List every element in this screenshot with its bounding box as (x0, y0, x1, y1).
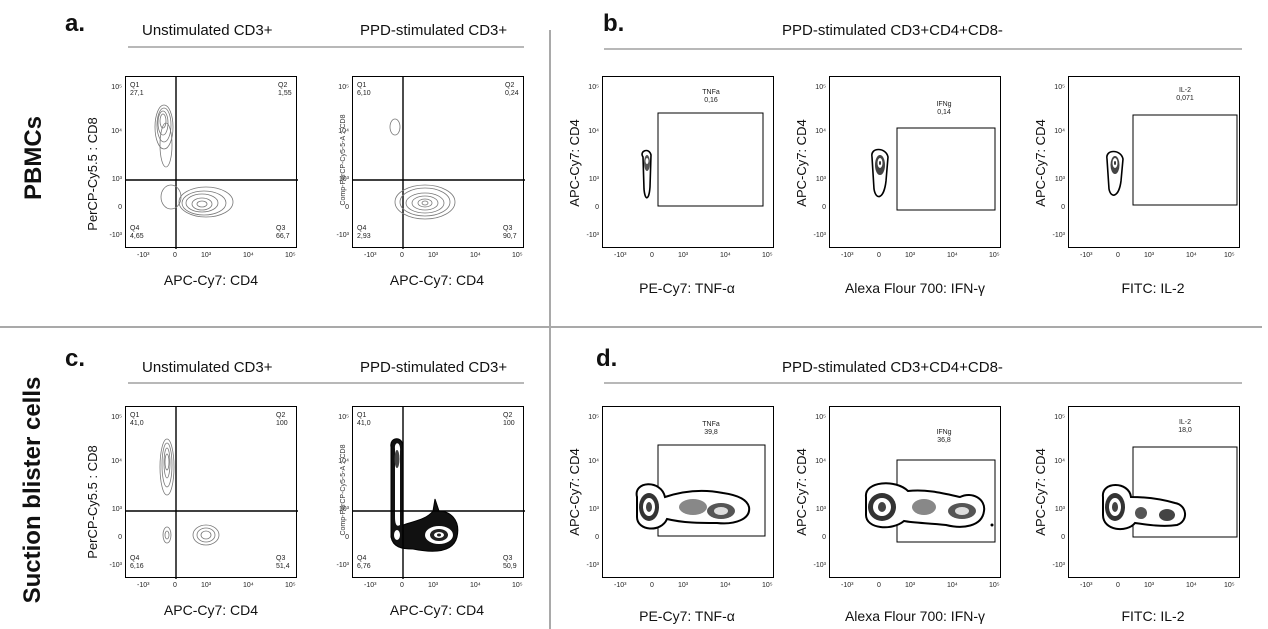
contour-plot-b-il2 (1106, 114, 1238, 206)
plot-a-stimulated: Q1 6,10 Q2 0,24 Q3 90,7 Q4 2,93 (352, 76, 525, 249)
y-ticks-d-ifn: 10⁵ 10⁴ 10³ 0 -10³ (813, 414, 826, 569)
x-axis-label-cd4: APC-Cy7: CD4 (163, 272, 259, 288)
x-axis-label-cd4: APC-Cy7: CD4 (163, 602, 259, 618)
gate-label: TNFa 0,16 (702, 89, 720, 104)
quadrant-q1-label: Q1 27,1 (130, 82, 144, 97)
quadrant-q3-label: Q3 90,7 (503, 225, 517, 240)
quadrant-q2-label: Q2 0,24 (505, 82, 519, 97)
row-label-pbmcs: PBMCs (20, 116, 47, 201)
plot-b-tnf: TNFa 0,16 (602, 76, 774, 248)
contour-plot-d-ifn (865, 459, 996, 543)
plot-b-ifn: IFNg 0,14 (829, 76, 1001, 248)
row-label-suction-blister: Suction blister cells (19, 376, 46, 604)
y-ticks-a-unstim: 10⁵ 10⁴ 10³ 0 -10³ (109, 84, 122, 239)
quadrant-q4-label: Q4 2,93 (357, 225, 371, 240)
quadrant-q2-label: Q2 1,55 (278, 82, 292, 97)
y-ticks-b-il2: 10⁵ 10⁴ 10³ 0 -10³ (1052, 84, 1065, 239)
y-axis-label-cd4: APC-Cy7: CD4 (794, 448, 809, 536)
panel-a-title-left: Unstimulated CD3+ (142, 22, 273, 39)
panel-b-title-line (604, 48, 1242, 50)
contour-plot-d-il2 (1101, 446, 1238, 538)
contour-plot-a-stim (353, 77, 525, 249)
contour-plot-d-tnf (635, 444, 766, 537)
quadrant-q4-label: Q4 4,65 (130, 225, 144, 240)
y-axis-label-cd4: APC-Cy7: CD4 (1033, 448, 1048, 536)
y-axis-label-cd8: PerCP-Cy5.5 : CD8 (85, 117, 100, 231)
y-axis-label-cd4: APC-Cy7: CD4 (1033, 119, 1048, 207)
panel-b-title: PPD-stimulated CD3+CD4+CD8- (782, 22, 1003, 39)
quadrant-q4-label: Q4 6,16 (130, 555, 144, 570)
x-ticks-b-tnf: -10³ 0 10³ 10⁴ 10⁵ (614, 252, 773, 259)
quadrant-q1-label: Q1 41,0 (357, 412, 371, 427)
quadrant-q3-label: Q3 50,9 (503, 555, 517, 570)
plot-d-ifn: IFNg 36,8 (829, 406, 1001, 578)
y-axis-label-cd4: APC-Cy7: CD4 (794, 119, 809, 207)
y-ticks-c-unstim: 10⁵ 10⁴ 10³ 0 -10³ (109, 414, 122, 569)
gate-label: IL-2 0,071 (1176, 87, 1194, 102)
x-ticks-b-il2: -10³ 0 10³ 10⁴ 10⁵ (1080, 252, 1235, 259)
panel-d-title-line (604, 382, 1242, 384)
panel-a-title-right: PPD-stimulated CD3+ (360, 22, 508, 39)
plot-a-unstimulated: Q1 27,1 Q2 1,55 Q3 66,7 Q4 4,65 (125, 76, 298, 249)
plot-b-il2: IL-2 0,071 (1068, 76, 1240, 248)
x-ticks-d-il2: -10³ 0 10³ 10⁴ 10⁵ (1080, 582, 1235, 589)
vertical-divider (549, 30, 551, 629)
panel-letter-c: c. (65, 345, 86, 372)
panel-c-title-right: PPD-stimulated CD3+ (360, 359, 508, 376)
x-axis-label-tnf: PE-Cy7: TNF-α (639, 280, 735, 296)
gate-label: TNFa 39,8 (702, 421, 720, 436)
x-ticks-b-ifn: -10³ 0 10³ 10⁴ 10⁵ (841, 252, 1000, 259)
y-axis-label-cd8: PerCP-Cy5.5 : CD8 (85, 445, 100, 559)
panel-c-title-left: Unstimulated CD3+ (142, 359, 273, 376)
x-ticks-d-tnf: -10³ 0 10³ 10⁴ 10⁵ (614, 582, 773, 589)
y-ticks-c-stim: 10⁵ 10⁴ 10³ 0 -10³ (336, 414, 349, 569)
contour-plot-c-stim (353, 407, 525, 579)
plot-d-il2: IL-2 18,0 (1068, 406, 1240, 578)
quadrant-q3-label: Q3 66,7 (276, 225, 290, 240)
quadrant-q2-label: Q2 100 (276, 412, 288, 427)
y-ticks-b-tnf: 10⁵ 10⁴ 10³ 0 -10³ (586, 84, 599, 239)
x-axis-label-cd4: APC-Cy7: CD4 (389, 602, 485, 618)
x-axis-label-tnf: PE-Cy7: TNF-α (639, 608, 735, 624)
quadrant-q1-label: Q1 6,10 (357, 82, 371, 97)
contour-plot-a-unstim (126, 77, 298, 249)
plot-c-stimulated: Q1 41,0 Q2 100 Q3 50,9 Q4 6,76 (352, 406, 525, 579)
y-axis-label-cd4: APC-Cy7: CD4 (567, 448, 582, 536)
panel-d-title: PPD-stimulated CD3+CD4+CD8- (782, 359, 1003, 376)
y-ticks-a-stim: 10⁵ 10⁴ 10³ 0 -10³ (336, 84, 349, 239)
x-ticks-c-stim: -10³ 0 10³ 10⁴ 10⁵ (364, 582, 523, 589)
gate-label: IFNg 36,8 (936, 429, 952, 444)
quadrant-q1-label: Q1 41,0 (130, 412, 144, 427)
quadrant-q4-label: Q4 6,76 (357, 555, 371, 570)
x-axis-label-il2: FITC: IL-2 (1121, 608, 1185, 624)
x-ticks-d-ifn: -10³ 0 10³ 10⁴ 10⁵ (841, 582, 1000, 589)
contour-plot-c-unstim (126, 407, 298, 579)
panel-a-title-line (128, 46, 524, 48)
x-axis-label-il2: FITC: IL-2 (1121, 280, 1185, 296)
contour-plot-b-tnf (641, 112, 764, 207)
contour-plot-b-ifn (871, 127, 996, 211)
panel-c-title-line (128, 382, 524, 384)
x-axis-label-ifn: Alexa Flour 700: IFN-γ (844, 280, 986, 296)
horizontal-divider (0, 326, 1262, 328)
gate-label: IL-2 18,0 (1178, 419, 1192, 434)
x-axis-label-ifn: Alexa Flour 700: IFN-γ (844, 608, 986, 624)
y-ticks-b-ifn: 10⁵ 10⁴ 10³ 0 -10³ (813, 84, 826, 239)
x-ticks-c-unstim: -10³ 0 10³ 10⁴ 10⁵ (137, 582, 296, 589)
x-axis-label-cd4: APC-Cy7: CD4 (389, 272, 485, 288)
quadrant-q2-label: Q2 100 (503, 412, 515, 427)
panel-letter-a: a. (65, 10, 86, 37)
y-axis-label-cd4: APC-Cy7: CD4 (567, 119, 582, 207)
panel-letter-d: d. (596, 345, 618, 372)
gate-label: IFNg 0,14 (936, 101, 952, 116)
y-ticks-d-tnf: 10⁵ 10⁴ 10³ 0 -10³ (586, 414, 599, 569)
plot-c-unstimulated: Q1 41,0 Q2 100 Q3 51,4 Q4 6,16 (125, 406, 298, 579)
plot-d-tnf: TNFa 39,8 (602, 406, 774, 578)
x-ticks-a-stim: -10³ 0 10³ 10⁴ 10⁵ (364, 252, 523, 259)
x-ticks-a-unstim: -10³ 0 10³ 10⁴ 10⁵ (137, 252, 296, 259)
quadrant-q3-label: Q3 51,4 (276, 555, 290, 570)
y-ticks-d-il2: 10⁵ 10⁴ 10³ 0 -10³ (1052, 414, 1065, 569)
panel-letter-b: b. (603, 10, 625, 37)
